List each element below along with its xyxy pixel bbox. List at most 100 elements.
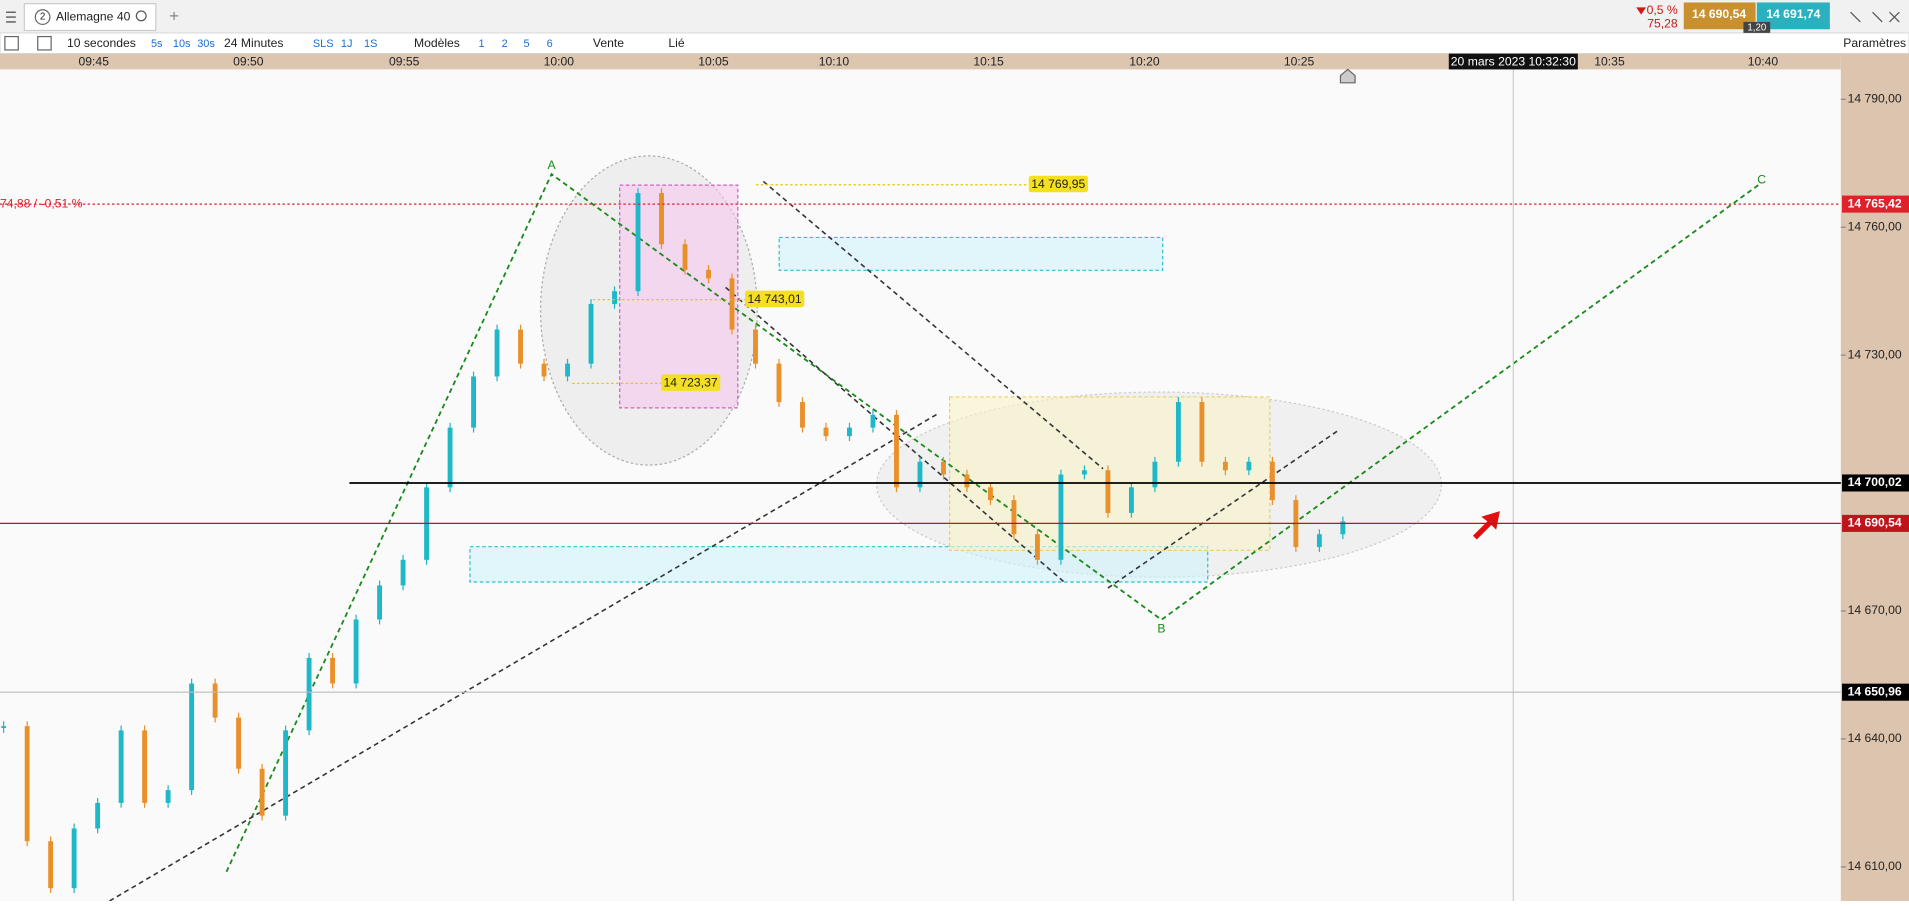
candle [541,363,547,377]
annotation-badge [1028,175,1088,193]
candle [635,193,641,292]
candle [706,269,711,279]
candle [353,619,359,684]
x-tick-label: 09:50 [233,54,264,68]
annotation-label: 14 769,95 [1031,177,1085,191]
change: 75,28 [1647,17,1678,31]
candle [71,828,77,889]
span[interactable]: 24 Minutes [224,36,283,50]
x-tick-label: 10:10 [819,54,850,68]
bid: 14 690,54 [1692,7,1746,21]
candle [48,841,54,889]
menu-icon[interactable] [6,11,16,23]
interval-button[interactable]: 30s [197,38,215,50]
linked[interactable]: Lié [668,36,684,50]
price-badge [1842,514,1909,532]
grid-icon[interactable] [37,35,52,51]
candle [659,193,664,245]
x-tick-label: 09:45 [79,54,110,68]
x-tick-label: 09:55 [389,54,420,68]
candle [400,559,406,586]
window-controls[interactable] [1850,11,1900,23]
candle [447,427,453,488]
candle [95,802,101,829]
x-tick-label: 10:25 [1284,54,1315,68]
reference-label: 74,88 / -0,51 % [0,196,83,210]
ask: 14 691,74 [1766,7,1820,21]
wave-label: B [1157,622,1165,636]
settings[interactable]: Paramètres [1843,36,1906,50]
candle [283,730,289,816]
candle [823,427,829,437]
price-badge-label: 14 690,54 [1848,516,1902,530]
annotation-badge [745,290,805,308]
spread: 1,20 [1747,23,1767,34]
candle [118,730,124,803]
x-tick-label: 10:20 [1129,54,1160,68]
time-axis [0,53,1841,70]
candle [1035,534,1040,560]
search-icon[interactable] [135,10,147,22]
candle [988,487,993,501]
change-pct: 0,5 % [1647,3,1678,17]
layout-button[interactable]: 6 [547,38,553,50]
wave-label: C [1757,172,1766,186]
y-tick-label: 14 760,00 [1848,219,1902,233]
x-tick-label: 10:40 [1748,54,1779,68]
candle [870,414,876,428]
toolbar [0,32,1909,55]
add-tab[interactable]: + [169,7,179,26]
spread-box [1743,21,1771,33]
candle [471,376,476,428]
interval-button[interactable]: 10s [173,38,191,50]
candle [236,717,242,769]
annotation-label: 14 723,37 [664,376,718,390]
layout-button[interactable]: 1 [478,38,484,50]
instrument-tab[interactable] [23,3,157,32]
y-tick-label: 14 670,00 [1848,603,1902,617]
layout-button[interactable]: 2 [502,38,508,50]
y-tick-label: 14 790,00 [1848,91,1902,105]
annotation-label: 14 743,01 [748,292,802,306]
candle [588,303,594,364]
candle [612,291,617,304]
candle [259,768,265,816]
annotation-badge [661,374,721,391]
candle [189,683,195,791]
y-tick-label: 14 610,00 [1848,859,1902,873]
candle [306,657,312,731]
candle [894,414,899,488]
tab-badge [34,9,51,25]
range-button[interactable]: 1S [364,38,377,50]
candle [1246,461,1252,471]
interval[interactable]: 10 secondes [67,36,136,50]
range-button[interactable]: 1J [341,38,353,50]
candle [1128,487,1134,513]
x-tick-label: 10:15 [973,54,1004,68]
top-bar [0,0,1909,33]
candle [1175,402,1181,462]
instrument-name: Allemagne 40 [56,9,131,23]
range-button[interactable]: SLS [313,38,334,50]
candle [941,461,946,475]
candle [212,683,218,718]
interval-button[interactable]: 5s [151,38,163,50]
candle [1152,461,1158,488]
y-tick-label: 14 730,00 [1848,347,1902,361]
sheet-icon[interactable] [4,35,19,51]
models[interactable]: Modèles [414,36,460,50]
candle [964,474,970,488]
sell[interactable]: Vente [593,36,624,50]
price-badge-label: 14 700,02 [1848,475,1902,489]
candle [142,730,148,803]
candle [1,726,7,728]
candle [800,402,805,428]
price-badge-label: 14 650,96 [1848,684,1902,698]
price-badge-label: 14 765,42 [1848,196,1902,210]
candle [377,585,383,620]
candle [729,278,735,330]
candle [1199,402,1205,462]
candle [494,329,500,377]
tab-number: 2 [40,12,45,23]
layout-button[interactable]: 5 [524,38,530,50]
